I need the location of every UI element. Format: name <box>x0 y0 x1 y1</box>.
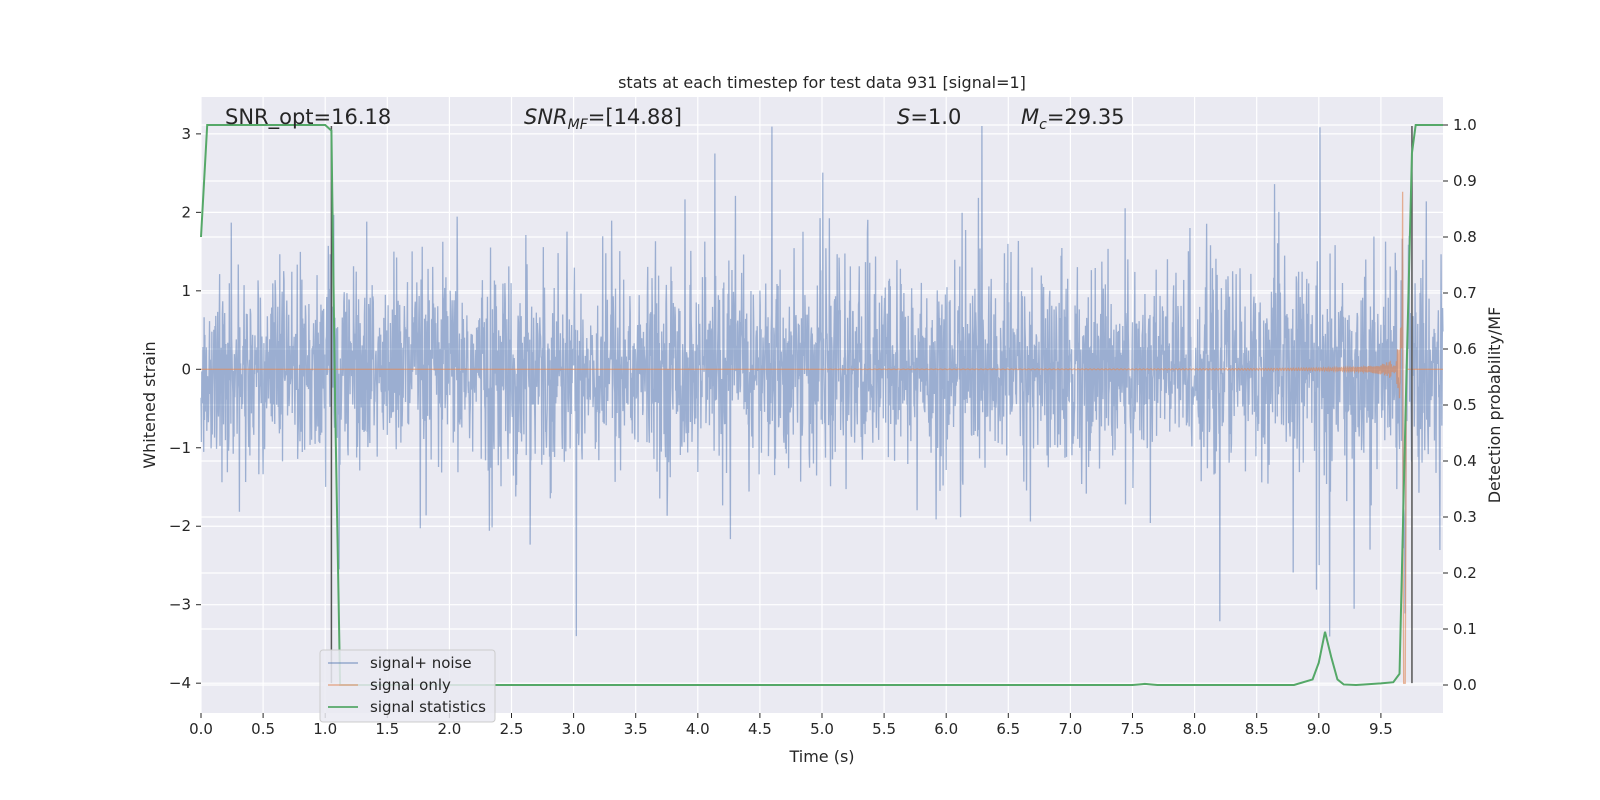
legend: signal+ noise signal only signal statist… <box>320 650 495 722</box>
x-tick-label-14: 7.0 <box>1058 720 1082 738</box>
y-right-tick-label-7: 0.3 <box>1453 508 1477 526</box>
y-axis-label-right: Detection probability/MF <box>1485 307 1504 504</box>
y-right-tick-label-6: 0.4 <box>1453 452 1477 470</box>
annotation-snr-mf-sub: MF <box>568 117 589 133</box>
y-left-tick-label-0: 3 <box>181 125 191 143</box>
y-axis-label-left: Whitened strain <box>140 341 159 468</box>
y-right-tick-label-3: 0.7 <box>1453 284 1477 302</box>
x-tick-label-2: 1.0 <box>313 720 337 738</box>
y-left-tick-label-1: 2 <box>181 203 191 221</box>
annotation-snr-mf-value: =[14.88] <box>588 105 682 129</box>
legend-label-signal-only: signal only <box>370 676 451 694</box>
x-tick-label-7: 3.5 <box>624 720 648 738</box>
x-tick-label-19: 9.5 <box>1369 720 1393 738</box>
y-left-tick-label-5: −2 <box>169 517 191 535</box>
x-tick-label-4: 2.0 <box>437 720 461 738</box>
legend-label-signal-noise: signal+ noise <box>370 654 472 672</box>
x-tick-label-5: 2.5 <box>500 720 524 738</box>
legend-label-signal-statistics: signal statistics <box>370 698 486 716</box>
y-left-tick-label-6: −3 <box>169 596 191 614</box>
y-right-tick-label-5: 0.5 <box>1453 396 1477 414</box>
x-tick-label-11: 5.5 <box>872 720 896 738</box>
x-tick-label-1: 0.5 <box>251 720 275 738</box>
y-left-tick-label-4: −1 <box>169 439 191 457</box>
x-tick-label-0: 0.0 <box>189 720 213 738</box>
y-right-tick-label-10: 0.0 <box>1453 676 1477 694</box>
annotation-snr-mf-base: SNR <box>524 105 568 129</box>
x-axis-label: Time (s) <box>788 747 854 766</box>
y-right-tick-label-4: 0.6 <box>1453 340 1477 358</box>
y-left-tick-label-7: −4 <box>169 674 191 692</box>
chart-title: stats at each timestep for test data 931… <box>618 73 1026 92</box>
annotation-s-base: S <box>897 105 910 129</box>
x-tick-label-16: 8.0 <box>1183 720 1207 738</box>
x-tick-label-13: 6.5 <box>996 720 1020 738</box>
annotation-snr-opt: SNR_opt=16.18 <box>225 105 391 130</box>
y-right-tick-label-0: 1.0 <box>1453 116 1477 134</box>
x-tick-label-12: 6.0 <box>934 720 958 738</box>
x-tick-label-15: 7.5 <box>1121 720 1145 738</box>
x-tick-label-18: 9.0 <box>1307 720 1331 738</box>
y-left-tick-label-2: 1 <box>181 282 191 300</box>
annotation-s-value: =1.0 <box>910 105 961 129</box>
annotation-mc-base: M <box>1021 105 1039 129</box>
annotation-s: S=1.0 <box>897 105 961 129</box>
x-tick-label-6: 3.0 <box>562 720 586 738</box>
x-tick-label-3: 1.5 <box>375 720 399 738</box>
y-left-tick-label-3: 0 <box>181 360 191 378</box>
y-right-tick-label-1: 0.9 <box>1453 172 1477 190</box>
x-tick-label-8: 4.0 <box>686 720 710 738</box>
y-right-tick-label-2: 0.8 <box>1453 228 1477 246</box>
x-tick-label-10: 5.0 <box>810 720 834 738</box>
x-tick-label-9: 4.5 <box>748 720 772 738</box>
y-right-tick-label-9: 0.1 <box>1453 620 1477 638</box>
annotation-mc: Mc=29.35 <box>1021 105 1125 133</box>
annotation-mc-value: =29.35 <box>1047 105 1125 129</box>
annotation-snr-mf: SNRMF=[14.88] <box>524 105 682 133</box>
x-tick-label-17: 8.5 <box>1245 720 1269 738</box>
y-right-tick-label-8: 0.2 <box>1453 564 1477 582</box>
